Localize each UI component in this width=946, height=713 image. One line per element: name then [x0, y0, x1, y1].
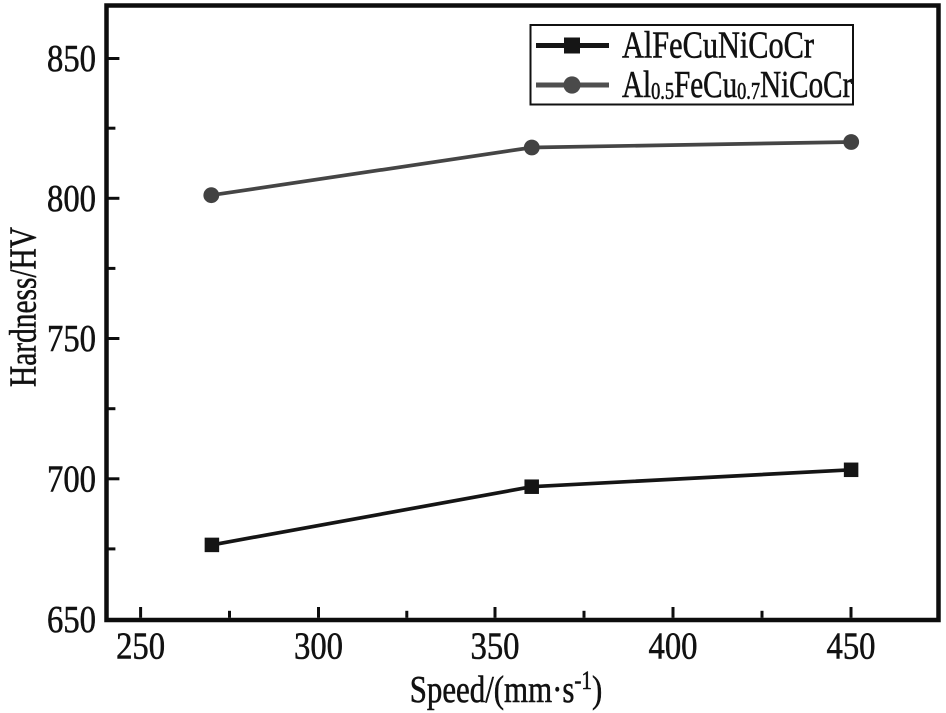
svg-text:350: 350 — [471, 626, 520, 668]
svg-text:850: 850 — [47, 38, 96, 80]
svg-text:300: 300 — [294, 626, 343, 668]
svg-text:250: 250 — [116, 626, 165, 668]
svg-text:650: 650 — [47, 599, 96, 641]
svg-text:AlFeCuNiCoCr: AlFeCuNiCoCr — [622, 25, 814, 67]
svg-text:700: 700 — [47, 458, 96, 500]
svg-text:Speed/(mm·s-1): Speed/(mm·s-1) — [410, 667, 603, 711]
svg-text:800: 800 — [47, 178, 96, 220]
svg-text:400: 400 — [649, 626, 698, 668]
svg-text:Hardness/HV: Hardness/HV — [3, 227, 44, 387]
svg-text:450: 450 — [827, 626, 876, 668]
svg-text:Al0.5FeCu0.7NiCoCr: Al0.5FeCu0.7NiCoCr — [622, 64, 852, 106]
svg-text:750: 750 — [47, 318, 96, 360]
